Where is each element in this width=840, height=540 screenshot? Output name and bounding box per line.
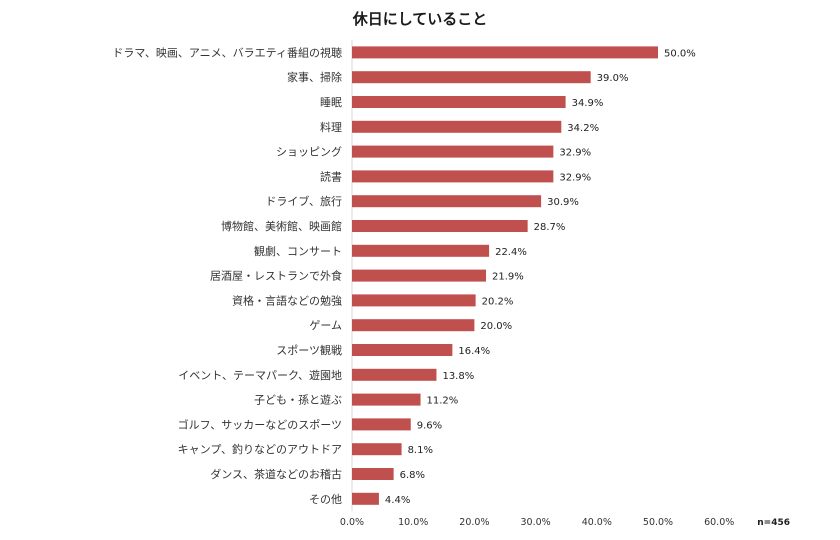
data-label: 11.2%	[427, 396, 459, 407]
data-label: 20.0%	[480, 321, 512, 332]
x-tick-label: 60.0%	[704, 517, 734, 528]
category-label: 家事、掃除	[287, 70, 342, 84]
bar	[352, 443, 402, 456]
data-label: 20.2%	[482, 296, 514, 307]
category-label: 料理	[320, 120, 342, 134]
bar	[352, 393, 421, 406]
bar	[352, 244, 490, 257]
category-label: 睡眠	[320, 96, 342, 109]
x-tick-label: 10.0%	[398, 517, 428, 528]
bar	[352, 344, 453, 356]
data-label: 13.8%	[442, 371, 474, 382]
data-label: 28.7%	[534, 222, 566, 233]
bar	[352, 195, 542, 208]
data-label: 34.9%	[572, 98, 604, 109]
data-label: 32.9%	[559, 172, 591, 183]
bar	[352, 368, 437, 381]
data-label: 34.2%	[567, 123, 599, 134]
bar	[352, 319, 475, 332]
category-label: 資格・言語などの勉強	[232, 293, 342, 307]
category-label: 観劇、コンサート	[254, 244, 342, 258]
chart-title: 休日にしていること	[352, 10, 488, 28]
bar	[352, 468, 394, 480]
category-label: キャンプ、釣りなどのアウトドア	[178, 442, 342, 456]
bar	[352, 418, 411, 431]
category-label: ゴルフ、サッカーなどのスポーツ	[178, 417, 342, 431]
data-label: 21.9%	[492, 272, 524, 283]
x-tick-label: 50.0%	[643, 517, 673, 528]
bar	[352, 294, 476, 307]
x-tick-label: 20.0%	[459, 517, 489, 528]
data-label: 50.0%	[664, 48, 696, 59]
x-tick-label: 40.0%	[582, 517, 612, 528]
bar	[352, 492, 379, 505]
category-label: イベント、テーマパーク、遊園地	[178, 368, 342, 382]
bar	[352, 220, 528, 232]
data-label: 22.4%	[495, 247, 527, 258]
bar	[352, 46, 658, 59]
data-label: 16.4%	[458, 346, 490, 357]
data-label: 4.4%	[385, 495, 410, 506]
data-label: 39.0%	[597, 73, 629, 84]
data-label: 9.6%	[417, 420, 442, 431]
bar	[352, 96, 566, 108]
category-label: 居酒屋・レストランで外食	[210, 269, 342, 283]
category-label: ダンス、茶道などのお稽古	[210, 467, 342, 481]
data-label: 6.8%	[400, 470, 425, 481]
category-label: 読書	[320, 169, 342, 183]
category-label: ショッピング	[276, 145, 342, 159]
category-label: ドライブ、旅行	[265, 194, 342, 208]
x-tick-label: 30.0%	[521, 517, 551, 528]
category-label: ゲーム	[309, 319, 342, 332]
bar	[352, 145, 554, 158]
category-label: 博物館、美術館、映画館	[221, 219, 342, 233]
sample-size-note: n=456	[757, 518, 790, 528]
data-label: 8.1%	[408, 445, 433, 456]
bar	[352, 170, 554, 183]
bar	[352, 269, 487, 282]
category-label: その他	[309, 493, 342, 506]
category-label: 子ども・孫と遊ぶ	[254, 393, 342, 407]
data-label: 32.9%	[559, 148, 591, 159]
category-label: スポーツ観戦	[276, 343, 342, 357]
x-tick-label: 0.0%	[340, 517, 364, 528]
data-label: 30.9%	[547, 197, 579, 208]
category-label: ドラマ、映画、アニメ、バラエティ番組の視聴	[112, 45, 342, 59]
bar	[352, 71, 591, 84]
bar	[352, 120, 562, 133]
